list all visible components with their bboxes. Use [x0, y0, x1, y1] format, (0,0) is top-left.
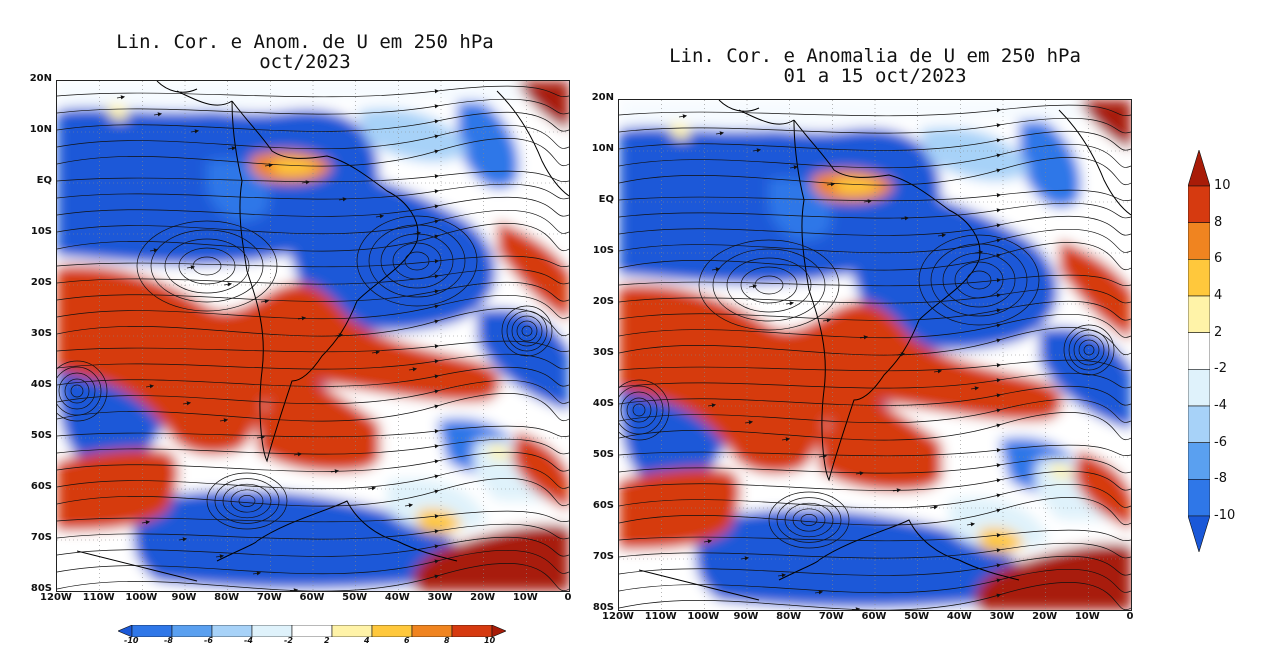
left-lon-tick: 60W: [299, 592, 325, 603]
left-streamlines: [57, 85, 569, 591]
hcb-level-label: -6: [204, 636, 213, 645]
left-lon-tick: 0: [564, 592, 572, 603]
vcb-segment: [1187, 332, 1211, 370]
right-lat-tick: 60S: [592, 500, 614, 511]
hcb-level-label: -8: [164, 636, 173, 645]
left-title-line2: oct/2023: [259, 51, 351, 73]
right-lat-tick: 20N: [591, 92, 614, 103]
vcb-segment: [1187, 442, 1211, 480]
right-lon-tick: 0: [1126, 611, 1134, 622]
right-lon-tick: 10W: [1074, 611, 1100, 622]
right-lon-tick: 30W: [989, 611, 1015, 622]
hcb-level-label: -2: [284, 636, 293, 645]
hcb-level-label: 10: [484, 636, 496, 645]
hcb-level-label: 4: [364, 636, 370, 645]
left-lon-tick: 100W: [125, 592, 158, 603]
left-lat-tick: 50S: [30, 430, 52, 441]
vcb-level-label: -2: [1214, 361, 1227, 377]
left-lon-tick: 80W: [214, 592, 240, 603]
right-title-line1: Lin. Cor. e Anomalia de U em 250 hPa: [669, 45, 1081, 67]
left-lat-tick: 30S: [30, 328, 52, 339]
left-lon-tick: 110W: [82, 592, 115, 603]
hcb-level-label: 8: [444, 636, 450, 645]
right-map-panel: [618, 99, 1132, 611]
left-lat-tick: 70S: [30, 532, 52, 543]
right-lat-tick: 20S: [592, 296, 614, 307]
vcb-segment: [1187, 405, 1211, 443]
right-lat-tick: 10N: [591, 143, 614, 154]
right-lon-tick: 80W: [776, 611, 802, 622]
left-lon-tick: 50W: [342, 592, 368, 603]
vcb-level-label: 2: [1214, 324, 1223, 340]
horizontal-colorbar: [117, 622, 507, 638]
vcb-level-label: 8: [1214, 214, 1223, 230]
left-lat-tick: 10N: [29, 124, 52, 135]
left-title-line1: Lin. Cor. e Anom. de U em 250 hPa: [116, 31, 494, 53]
vcb-level-label: 10: [1214, 178, 1231, 193]
left-panel-title: Lin. Cor. e Anom. de U em 250 hPa oct/20…: [80, 32, 530, 72]
right-streamlines: [619, 104, 1131, 610]
hcb-level-label: -4: [244, 636, 253, 645]
left-lat-tick: 40S: [30, 379, 52, 390]
hcb-level-label: 6: [404, 636, 410, 645]
right-map-svg: [619, 100, 1131, 610]
left-map-svg: [57, 81, 569, 591]
vcb-segment: [1187, 515, 1211, 554]
left-lon-tick: 70W: [256, 592, 282, 603]
right-lat-tick: 50S: [592, 449, 614, 460]
left-lon-tick: 90W: [171, 592, 197, 603]
right-lon-tick: 100W: [687, 611, 720, 622]
vcb-level-label: 6: [1214, 251, 1223, 267]
left-lat-tick: EQ: [36, 175, 52, 186]
right-lat-tick: 30S: [592, 347, 614, 358]
vertical-colorbar: [1187, 148, 1211, 554]
vcb-level-label: 4: [1214, 288, 1223, 303]
left-map-panel: [56, 80, 570, 592]
right-lon-tick: 90W: [733, 611, 759, 622]
left-lon-tick: 10W: [512, 592, 538, 603]
vcb-segment: [1187, 148, 1211, 187]
horizontal-colorbar-svg: [117, 624, 507, 638]
hcb-level-label: 2: [324, 636, 330, 645]
vcb-level-label: -8: [1214, 471, 1227, 487]
left-lat-tick: 80S: [30, 583, 52, 594]
left-coastline: [76, 81, 569, 582]
right-title-line2: 01 a 15 oct/2023: [783, 65, 967, 87]
left-lat-tick: 10S: [30, 226, 52, 237]
left-lat-tick: 20S: [30, 277, 52, 288]
right-lat-tick: 80S: [592, 602, 614, 613]
right-lon-tick: 110W: [644, 611, 677, 622]
right-lon-tick: 40W: [946, 611, 972, 622]
vcb-level-label: -6: [1214, 434, 1227, 450]
left-lat-tick: 20N: [29, 73, 52, 84]
hcb-segment: [491, 624, 507, 638]
vcb-segment: [1187, 479, 1211, 517]
right-lon-tick: 120W: [602, 611, 634, 622]
right-lon-tick: 50W: [904, 611, 930, 622]
vcb-segment: [1187, 295, 1211, 333]
vertical-colorbar-svg: [1187, 148, 1211, 554]
vcb-segment: [1187, 185, 1211, 223]
hcb-level-label: -10: [124, 636, 139, 645]
vcb-level-label: -4: [1214, 398, 1227, 413]
left-lon-tick: 120W: [40, 592, 72, 603]
left-lon-tick: 20W: [470, 592, 496, 603]
left-lat-tick: 60S: [30, 481, 52, 492]
vcb-segment: [1187, 259, 1211, 297]
right-lon-tick: 20W: [1032, 611, 1058, 622]
right-lon-tick: 70W: [818, 611, 844, 622]
right-lat-tick: 40S: [592, 398, 614, 409]
vcb-segment: [1187, 222, 1211, 260]
right-lat-tick: 70S: [592, 551, 614, 562]
right-lat-tick: 10S: [592, 245, 614, 256]
right-lon-tick: 60W: [861, 611, 887, 622]
right-panel-title: Lin. Cor. e Anomalia de U em 250 hPa 01 …: [640, 46, 1110, 86]
left-lon-tick: 40W: [384, 592, 410, 603]
vcb-segment: [1187, 369, 1211, 407]
right-lat-tick: EQ: [598, 194, 614, 205]
vcb-level-label: -10: [1214, 508, 1236, 523]
left-lon-tick: 30W: [427, 592, 453, 603]
